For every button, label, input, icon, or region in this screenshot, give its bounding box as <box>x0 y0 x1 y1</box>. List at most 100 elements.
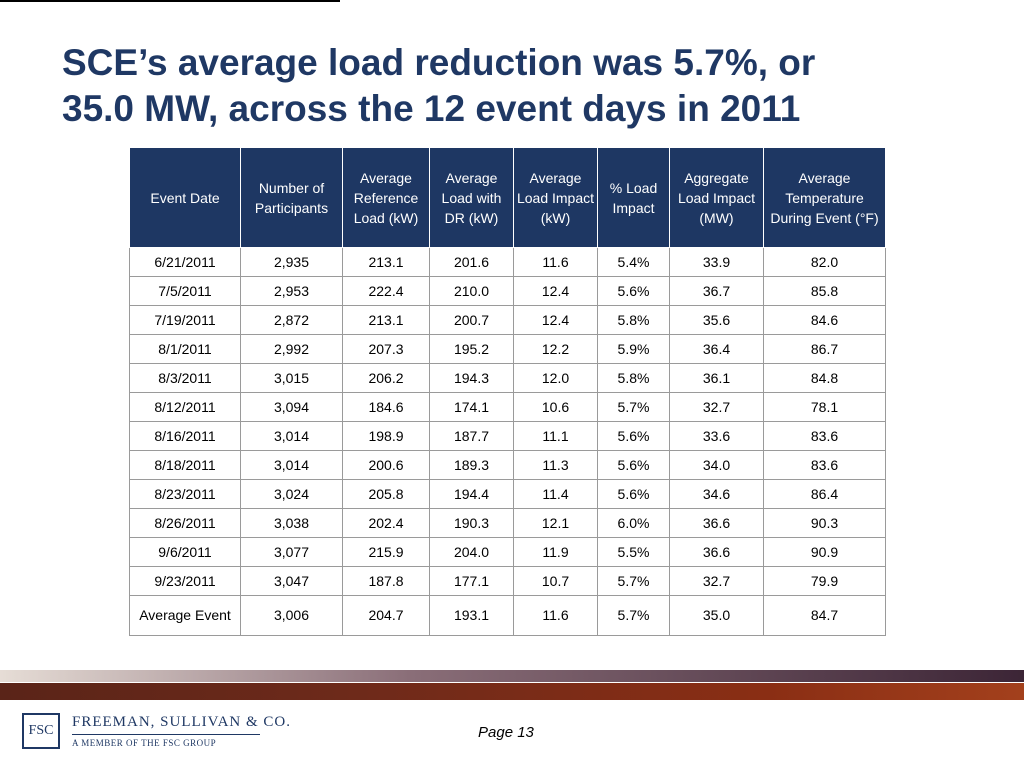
table-row: 9/6/2011 3,077 215.9 204.0 11.9 5.5% 36.… <box>129 537 886 567</box>
table-cell: 5.5% <box>597 537 670 567</box>
table-cell: 5.7% <box>597 392 670 422</box>
table-cell: 8/3/2011 <box>129 363 241 393</box>
table-row: 8/12/2011 3,094 184.6 174.1 10.6 5.7% 32… <box>129 392 886 422</box>
table-cell: 12.2 <box>513 334 598 364</box>
header-cell: Average Load Impact (kW) <box>513 147 598 248</box>
table-cell: 5.8% <box>597 363 670 393</box>
table-cell: 213.1 <box>342 305 430 335</box>
table-cell: 82.0 <box>763 247 886 277</box>
slide-title: SCE’s average load reduction was 5.7%, o… <box>62 40 1002 132</box>
event-table: Event Date Number of Participants Averag… <box>129 147 886 636</box>
average-row: Average Event 3,006 204.7 193.1 11.6 5.7… <box>129 595 886 636</box>
table-cell: 36.6 <box>669 508 764 538</box>
table-cell: 36.1 <box>669 363 764 393</box>
table-cell: 198.9 <box>342 421 430 451</box>
header-cell: Average Load with DR (kW) <box>429 147 514 248</box>
table-cell: 7/19/2011 <box>129 305 241 335</box>
table-cell: 3,006 <box>240 595 343 636</box>
table-cell: 36.7 <box>669 276 764 306</box>
table-cell: 84.6 <box>763 305 886 335</box>
table-cell: 9/23/2011 <box>129 566 241 596</box>
table-cell: 3,024 <box>240 479 343 509</box>
table-cell: 3,077 <box>240 537 343 567</box>
table-cell: 177.1 <box>429 566 514 596</box>
table-cell: 8/18/2011 <box>129 450 241 480</box>
table-cell: 215.9 <box>342 537 430 567</box>
table-cell: 3,014 <box>240 421 343 451</box>
table-cell: 2,872 <box>240 305 343 335</box>
table-cell: 194.3 <box>429 363 514 393</box>
table-cell: 7/5/2011 <box>129 276 241 306</box>
header-cell: Aggregate Load Impact (MW) <box>669 147 764 248</box>
table-cell: 5.6% <box>597 276 670 306</box>
table-row: 8/18/2011 3,014 200.6 189.3 11.3 5.6% 34… <box>129 450 886 480</box>
table-cell: 83.6 <box>763 450 886 480</box>
table-cell: 33.9 <box>669 247 764 277</box>
table-cell: 190.3 <box>429 508 514 538</box>
table-cell: 9/6/2011 <box>129 537 241 567</box>
table-row: 8/1/2011 2,992 207.3 195.2 12.2 5.9% 36.… <box>129 334 886 364</box>
footer-band-bottom <box>0 683 1024 700</box>
table-cell: 5.8% <box>597 305 670 335</box>
table-cell: 8/1/2011 <box>129 334 241 364</box>
table-cell: 3,038 <box>240 508 343 538</box>
table-cell: 204.0 <box>429 537 514 567</box>
table-cell: 2,992 <box>240 334 343 364</box>
table-cell: 12.4 <box>513 305 598 335</box>
table-row: 8/3/2011 3,015 206.2 194.3 12.0 5.8% 36.… <box>129 363 886 393</box>
table-cell: 3,094 <box>240 392 343 422</box>
table-cell: 195.2 <box>429 334 514 364</box>
table-cell: 184.6 <box>342 392 430 422</box>
company-name: FREEMAN, SULLIVAN & CO. <box>72 714 291 730</box>
table-cell: 5.4% <box>597 247 670 277</box>
table-cell: 206.2 <box>342 363 430 393</box>
table-cell: 83.6 <box>763 421 886 451</box>
table-cell: 84.7 <box>763 595 886 636</box>
company-logo: FSC FREEMAN, SULLIVAN & CO. A MEMBER OF … <box>22 713 290 753</box>
table-cell: 11.1 <box>513 421 598 451</box>
table-cell: 32.7 <box>669 392 764 422</box>
table-row: 6/21/2011 2,935 213.1 201.6 11.6 5.4% 33… <box>129 247 886 277</box>
table-cell: 5.6% <box>597 450 670 480</box>
table-cell: 200.7 <box>429 305 514 335</box>
table-cell: 34.0 <box>669 450 764 480</box>
table-cell: 189.3 <box>429 450 514 480</box>
table-cell: 207.3 <box>342 334 430 364</box>
table-cell: 222.4 <box>342 276 430 306</box>
table-cell: 78.1 <box>763 392 886 422</box>
table-cell: 3,014 <box>240 450 343 480</box>
table-cell: 205.8 <box>342 479 430 509</box>
table-cell: 8/26/2011 <box>129 508 241 538</box>
table-cell: 8/12/2011 <box>129 392 241 422</box>
table-row: 7/5/2011 2,953 222.4 210.0 12.4 5.6% 36.… <box>129 276 886 306</box>
table-cell: 210.0 <box>429 276 514 306</box>
table-cell: 2,935 <box>240 247 343 277</box>
table-row: 9/23/2011 3,047 187.8 177.1 10.7 5.7% 32… <box>129 566 886 596</box>
table-cell: 86.4 <box>763 479 886 509</box>
table-cell: 200.6 <box>342 450 430 480</box>
table-cell: 174.1 <box>429 392 514 422</box>
table-cell: 3,047 <box>240 566 343 596</box>
table-cell: 12.4 <box>513 276 598 306</box>
table-cell: 11.4 <box>513 479 598 509</box>
table-row: 7/19/2011 2,872 213.1 200.7 12.4 5.8% 35… <box>129 305 886 335</box>
header-cell: Number of Participants <box>240 147 343 248</box>
table-cell: 12.1 <box>513 508 598 538</box>
slide-title-line-2: 35.0 MW, across the 12 event days in 201… <box>62 88 801 129</box>
table-cell: 90.9 <box>763 537 886 567</box>
table-cell: 6/21/2011 <box>129 247 241 277</box>
header-cell: Average Reference Load (kW) <box>342 147 430 248</box>
header-cell: Average Temperature During Event (°F) <box>763 147 886 248</box>
table-cell: 33.6 <box>669 421 764 451</box>
logo-mark: FSC <box>22 713 60 749</box>
table-cell: 187.7 <box>429 421 514 451</box>
table-cell: 2,953 <box>240 276 343 306</box>
table-cell: 86.7 <box>763 334 886 364</box>
table-cell: 3,015 <box>240 363 343 393</box>
table-header-row: Event Date Number of Participants Averag… <box>129 147 886 248</box>
slide-title-line-1: SCE’s average load reduction was 5.7%, o… <box>62 42 816 83</box>
footer-band-top <box>0 670 1024 682</box>
header-cell: Event Date <box>129 147 241 248</box>
table-cell: 213.1 <box>342 247 430 277</box>
table-cell: 85.8 <box>763 276 886 306</box>
